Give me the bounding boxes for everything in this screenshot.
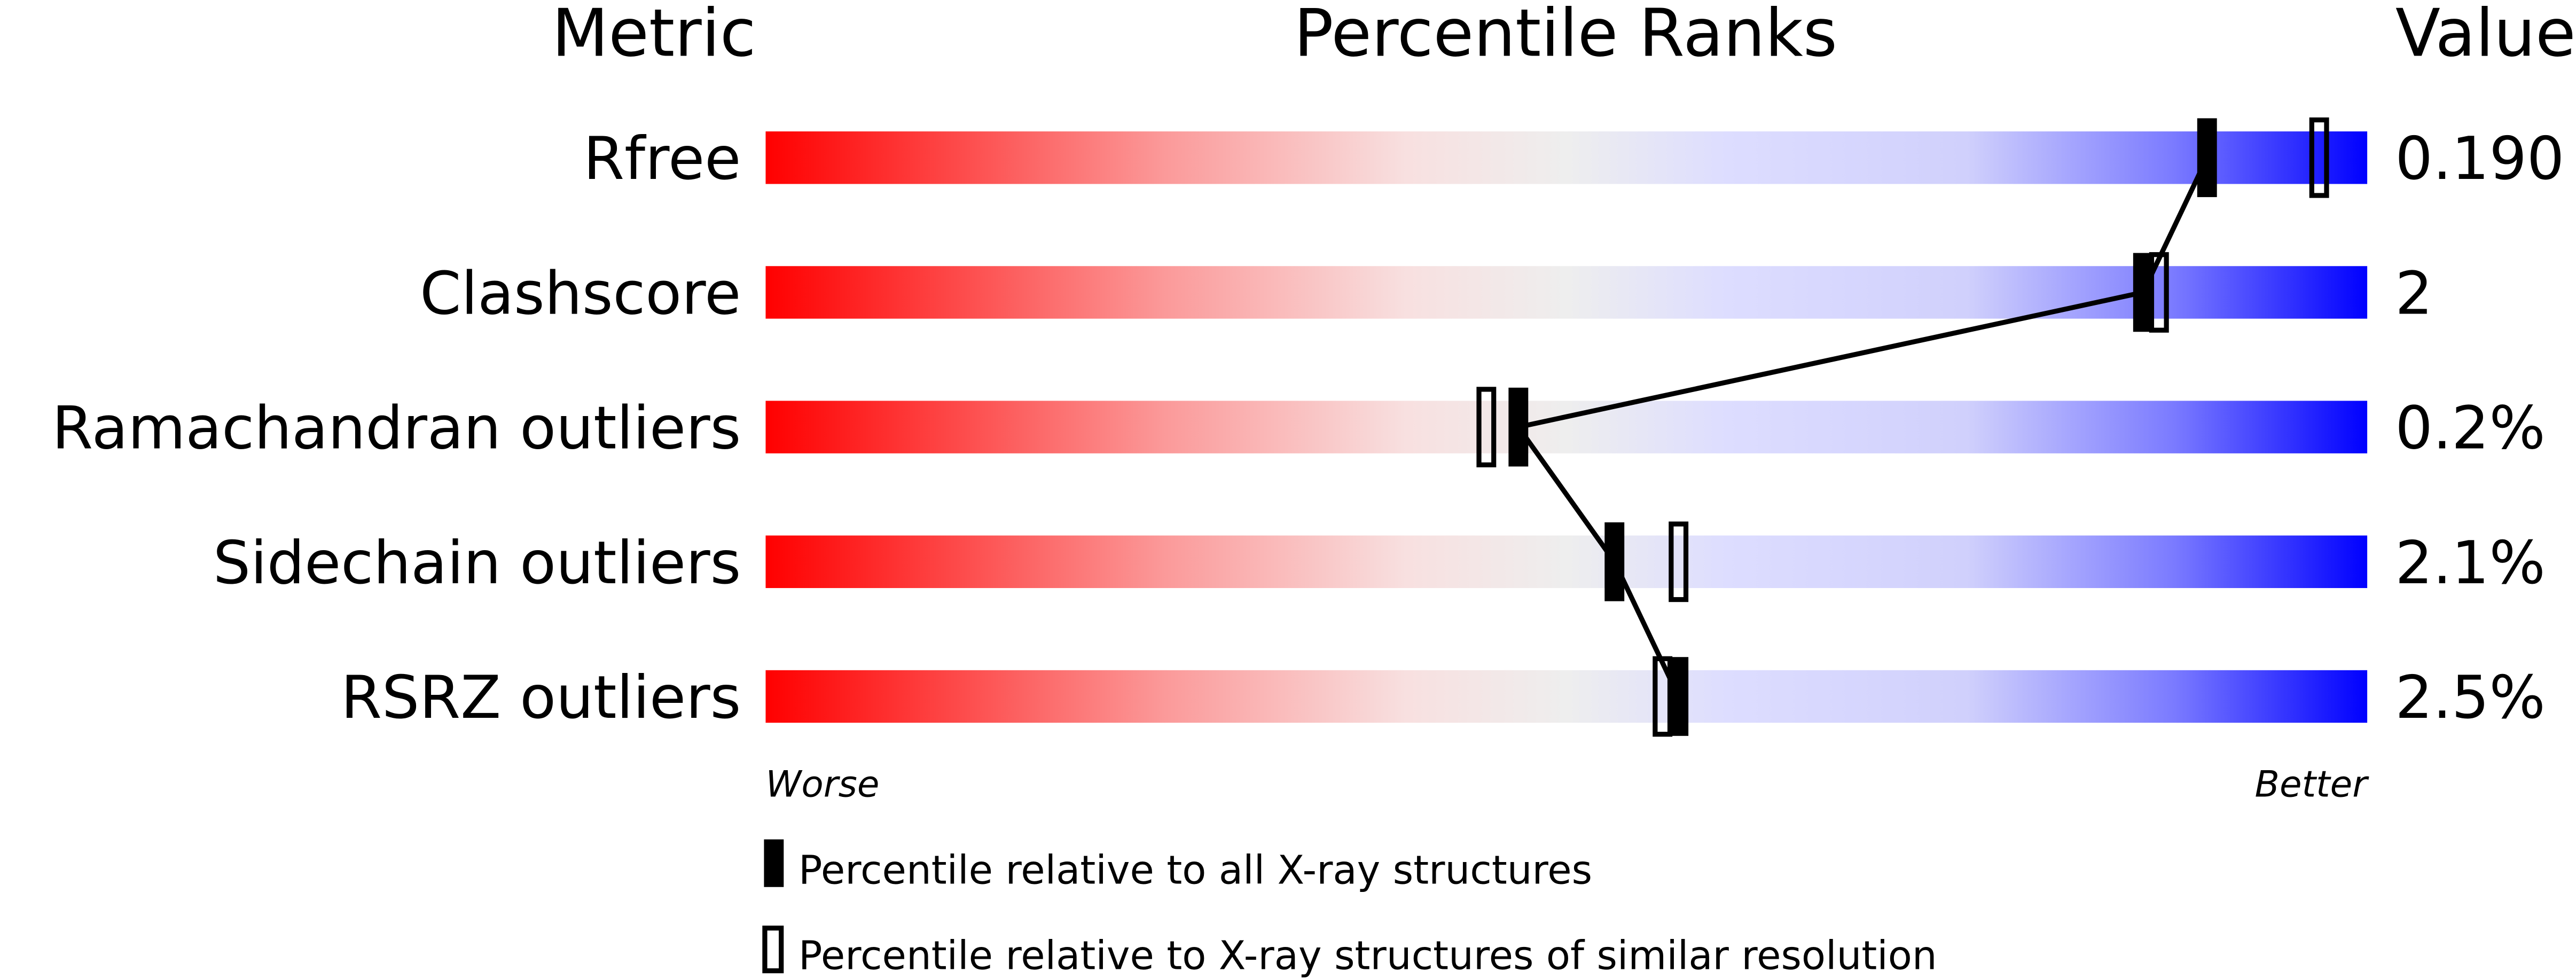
metric-value: 2 — [2395, 259, 2432, 328]
legend-label-all: Percentile relative to all X-ray structu… — [798, 848, 1592, 894]
marker-similar-resolution — [2309, 117, 2329, 198]
marker-all-structures — [2197, 118, 2217, 198]
marker-similar-resolution — [1669, 521, 1689, 602]
metric-value: 2.1% — [2395, 529, 2545, 598]
header-value: Value — [2395, 0, 2576, 72]
metric-label: Ramachandran outliers — [52, 394, 741, 463]
axis-label-better: Better — [2255, 763, 2370, 805]
percentile-bar — [765, 266, 2368, 319]
percentile-bar — [765, 535, 2368, 589]
header-percentile-ranks: Percentile Ranks — [1294, 0, 1837, 72]
marker-all-structures — [1508, 387, 1529, 467]
legend-open-marker — [762, 926, 784, 974]
marker-all-structures — [1669, 657, 1689, 736]
metric-value: 2.5% — [2395, 663, 2545, 732]
marker-all-structures — [1604, 522, 1625, 601]
marker-all-structures — [2133, 253, 2153, 332]
legend-label-similar: Percentile relative to X-ray structures … — [798, 933, 1937, 979]
metric-label: Clashscore — [420, 259, 741, 328]
metric-label: Rfree — [583, 124, 741, 193]
percentile-bar — [765, 670, 2368, 723]
legend-filled-marker — [764, 839, 784, 887]
axis-label-worse: Worse — [765, 763, 879, 805]
percentile-bar — [765, 401, 2368, 453]
metric-value: 0.190 — [2395, 124, 2564, 193]
metric-value: 0.2% — [2395, 394, 2545, 463]
metric-label: Sidechain outliers — [213, 529, 741, 598]
percentile-bar — [765, 131, 2368, 184]
metric-label: RSRZ outliers — [341, 663, 741, 732]
header-metric: Metric — [552, 0, 756, 72]
marker-similar-resolution — [1476, 387, 1497, 467]
